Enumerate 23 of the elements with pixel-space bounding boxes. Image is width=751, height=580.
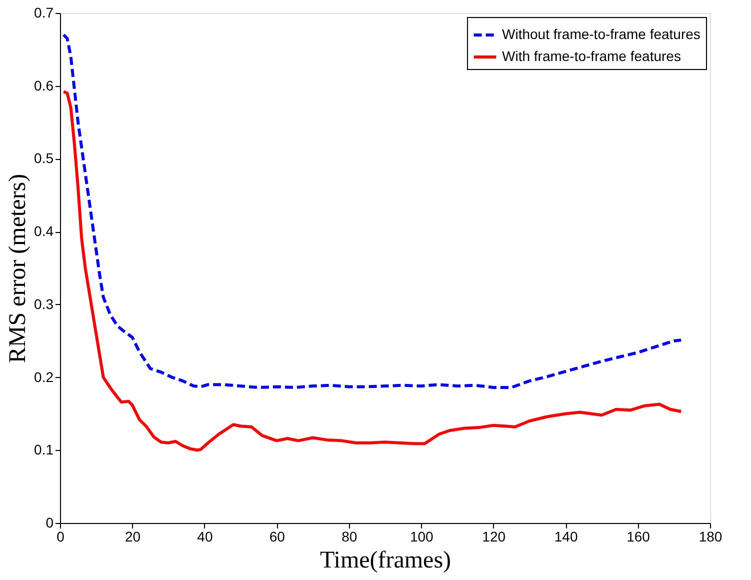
legend-label: Without frame-to-frame features bbox=[502, 26, 700, 42]
x-tick-label: 180 bbox=[698, 528, 722, 544]
legend-label: With frame-to-frame features bbox=[502, 48, 681, 64]
y-tick-label: 0.2 bbox=[34, 368, 54, 385]
x-tick-label: 140 bbox=[554, 528, 578, 544]
y-tick-label: 0.5 bbox=[34, 150, 54, 166]
y-tick-label: 0.1 bbox=[34, 442, 54, 458]
x-tick-label: 60 bbox=[269, 528, 286, 544]
x-tick-label: 20 bbox=[124, 528, 141, 544]
y-axis-title: RMS error (meters) bbox=[5, 174, 32, 364]
y-tick-label: 0 bbox=[46, 514, 54, 530]
x-tick-label: 120 bbox=[482, 528, 506, 544]
x-tick-label: 100 bbox=[410, 528, 434, 544]
x-axis-title: Time(frames) bbox=[320, 548, 452, 574]
y-tick-label: 0.7 bbox=[34, 4, 54, 20]
y-tick-label: 0.3 bbox=[34, 296, 54, 312]
y-tick-label: 0.4 bbox=[34, 223, 54, 240]
x-tick-label: 0 bbox=[56, 528, 65, 544]
x-tick-label: 160 bbox=[626, 528, 650, 544]
line-series bbox=[62, 90, 683, 452]
x-tick-label: 40 bbox=[197, 528, 213, 544]
y-tick-label: 0.6 bbox=[34, 77, 54, 94]
x-tick-label: 80 bbox=[342, 528, 358, 544]
